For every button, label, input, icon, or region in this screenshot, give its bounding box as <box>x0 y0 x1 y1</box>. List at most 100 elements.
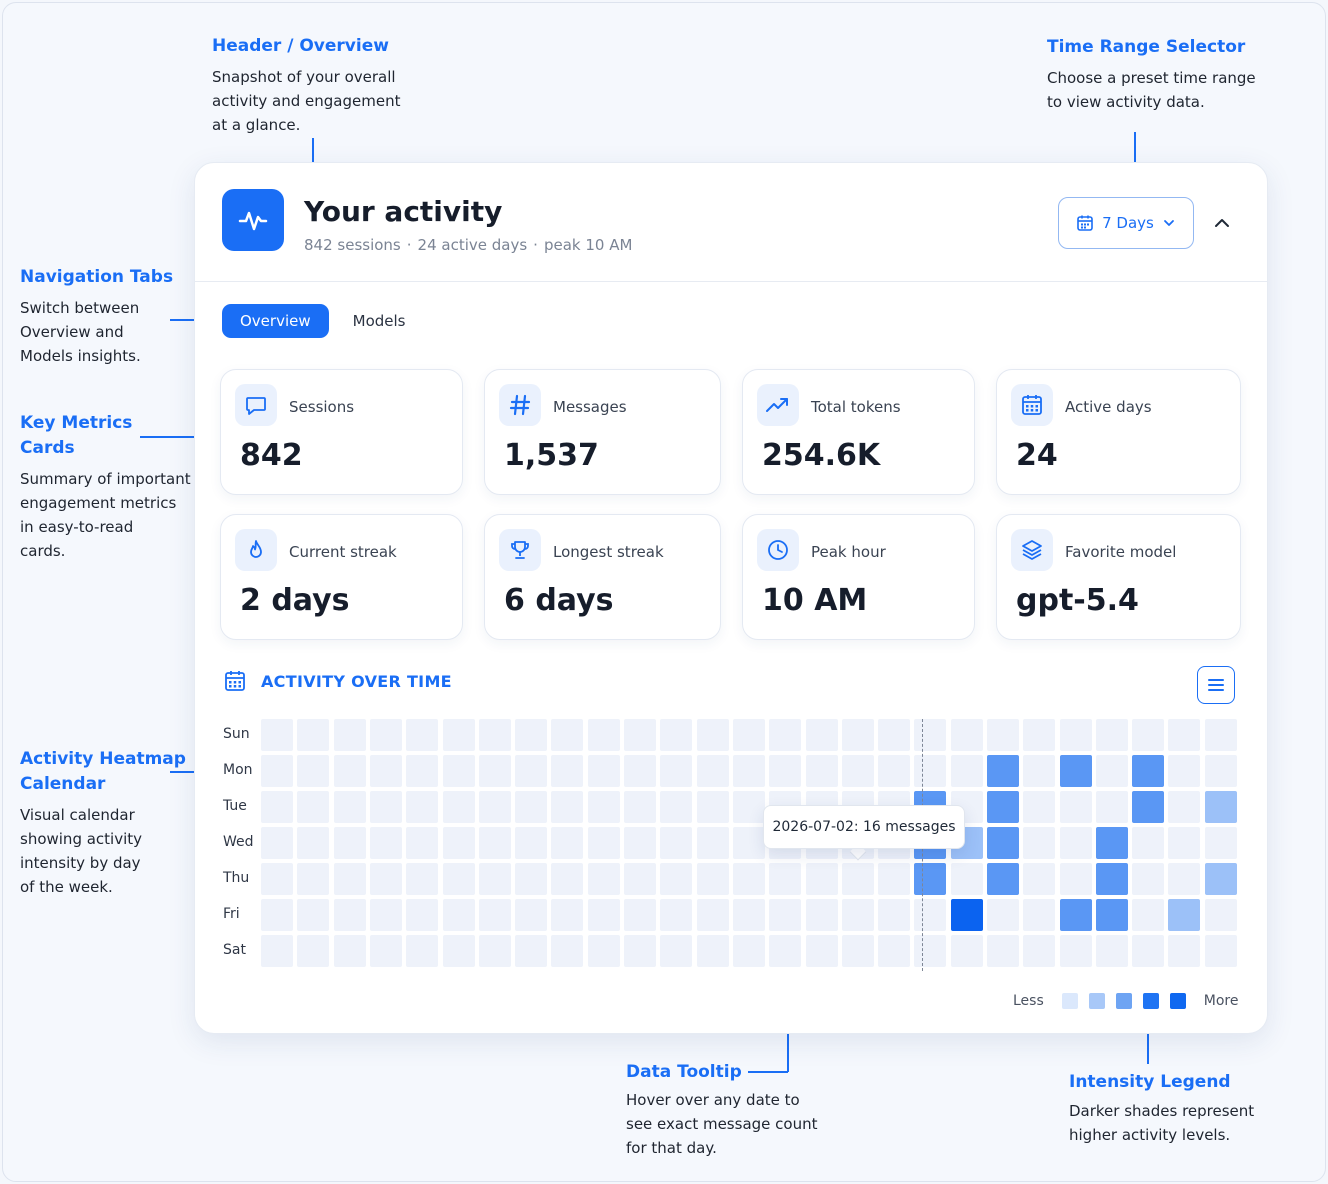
heatmap-cell[interactable] <box>1060 755 1092 787</box>
heatmap-cell[interactable] <box>806 899 838 931</box>
heatmap-cell[interactable] <box>951 863 983 895</box>
heatmap-cell[interactable] <box>914 719 946 751</box>
heatmap-cell[interactable] <box>733 827 765 859</box>
heatmap-cell[interactable] <box>479 755 511 787</box>
heatmap-cell[interactable] <box>878 899 910 931</box>
heatmap-cell[interactable] <box>987 827 1019 859</box>
heatmap-cell[interactable] <box>1060 899 1092 931</box>
heatmap-cell[interactable] <box>878 935 910 967</box>
heatmap-cell[interactable] <box>697 827 729 859</box>
heatmap-cell[interactable] <box>261 791 293 823</box>
heatmap-cell[interactable] <box>842 719 874 751</box>
heatmap-cell[interactable] <box>1205 863 1237 895</box>
heatmap-cell[interactable] <box>370 755 402 787</box>
heatmap-cell[interactable] <box>297 755 329 787</box>
heatmap-cell[interactable] <box>769 755 801 787</box>
heatmap-cell[interactable] <box>370 791 402 823</box>
heatmap-cell[interactable] <box>1168 755 1200 787</box>
heatmap-cell[interactable] <box>951 755 983 787</box>
heatmap-cell[interactable] <box>914 899 946 931</box>
time-range-select[interactable]: 7 Days <box>1058 197 1194 249</box>
heatmap-cell[interactable] <box>733 719 765 751</box>
heatmap-cell[interactable] <box>1168 827 1200 859</box>
heatmap-cell[interactable] <box>1023 719 1055 751</box>
heatmap-cell[interactable] <box>1132 755 1164 787</box>
heatmap-cell[interactable] <box>515 863 547 895</box>
heatmap-cell[interactable] <box>987 755 1019 787</box>
heatmap-cell[interactable] <box>1023 863 1055 895</box>
heatmap-cell[interactable] <box>660 719 692 751</box>
heatmap-cell[interactable] <box>370 719 402 751</box>
heatmap-cell[interactable] <box>443 935 475 967</box>
heatmap-cell[interactable] <box>588 791 620 823</box>
heatmap-cell[interactable] <box>297 935 329 967</box>
heatmap-cell[interactable] <box>697 935 729 967</box>
heatmap-cell[interactable] <box>733 791 765 823</box>
heatmap-cell[interactable] <box>443 719 475 751</box>
heatmap-cell[interactable] <box>443 755 475 787</box>
heatmap-cell[interactable] <box>878 863 910 895</box>
heatmap-cell[interactable] <box>370 827 402 859</box>
heatmap-cell[interactable] <box>1096 755 1128 787</box>
heatmap-cell[interactable] <box>515 827 547 859</box>
heatmap-cell[interactable] <box>479 863 511 895</box>
heatmap-cell[interactable] <box>624 863 656 895</box>
heatmap-cell[interactable] <box>551 755 583 787</box>
heatmap-cell[interactable] <box>1205 719 1237 751</box>
heatmap-cell[interactable] <box>1096 899 1128 931</box>
heatmap-cell[interactable] <box>588 719 620 751</box>
heatmap-cell[interactable] <box>515 791 547 823</box>
heatmap-cell[interactable] <box>297 791 329 823</box>
heatmap-cell[interactable] <box>479 719 511 751</box>
heatmap-cell[interactable] <box>951 719 983 751</box>
heatmap-cell[interactable] <box>406 899 438 931</box>
heatmap-cell[interactable] <box>951 899 983 931</box>
heatmap-cell[interactable] <box>406 719 438 751</box>
heatmap-cell[interactable] <box>769 863 801 895</box>
heatmap-cell[interactable] <box>660 791 692 823</box>
heatmap-cell[interactable] <box>334 791 366 823</box>
heatmap-cell[interactable] <box>406 863 438 895</box>
heatmap-cell[interactable] <box>1205 755 1237 787</box>
heatmap-cell[interactable] <box>261 899 293 931</box>
heatmap-cell[interactable] <box>806 719 838 751</box>
heatmap-cell[interactable] <box>1096 863 1128 895</box>
heatmap-cell[interactable] <box>733 899 765 931</box>
heatmap-cell[interactable] <box>334 899 366 931</box>
heatmap-cell[interactable] <box>551 719 583 751</box>
heatmap-cell[interactable] <box>660 755 692 787</box>
heatmap-cell[interactable] <box>806 935 838 967</box>
heatmap-cell[interactable] <box>1023 899 1055 931</box>
heatmap-cell[interactable] <box>443 791 475 823</box>
heatmap-cell[interactable] <box>297 827 329 859</box>
heatmap-cell[interactable] <box>551 935 583 967</box>
heatmap-cell[interactable] <box>443 863 475 895</box>
heatmap-cell[interactable] <box>878 719 910 751</box>
heatmap-cell[interactable] <box>1205 899 1237 931</box>
heatmap-cell[interactable] <box>1060 827 1092 859</box>
heatmap-cell[interactable] <box>624 791 656 823</box>
heatmap-cell[interactable] <box>479 899 511 931</box>
heatmap-cell[interactable] <box>806 755 838 787</box>
heatmap-cell[interactable] <box>370 935 402 967</box>
heatmap-cell[interactable] <box>406 827 438 859</box>
heatmap-cell[interactable] <box>1060 935 1092 967</box>
heatmap-cell[interactable] <box>624 719 656 751</box>
heatmap-cell[interactable] <box>914 863 946 895</box>
heatmap-cell[interactable] <box>334 755 366 787</box>
heatmap-cell[interactable] <box>479 827 511 859</box>
heatmap-cell[interactable] <box>697 863 729 895</box>
heatmap-cell[interactable] <box>1205 827 1237 859</box>
heatmap-cell[interactable] <box>406 755 438 787</box>
heatmap-cell[interactable] <box>697 791 729 823</box>
heatmap-cell[interactable] <box>406 791 438 823</box>
heatmap-cell[interactable] <box>624 935 656 967</box>
heatmap-cell[interactable] <box>660 827 692 859</box>
heatmap-cell[interactable] <box>334 935 366 967</box>
heatmap-cell[interactable] <box>334 827 366 859</box>
heatmap-cell[interactable] <box>588 863 620 895</box>
heatmap-cell[interactable] <box>987 719 1019 751</box>
heatmap-cell[interactable] <box>1023 755 1055 787</box>
heatmap-cell[interactable] <box>515 899 547 931</box>
heatmap-cell[interactable] <box>1096 827 1128 859</box>
